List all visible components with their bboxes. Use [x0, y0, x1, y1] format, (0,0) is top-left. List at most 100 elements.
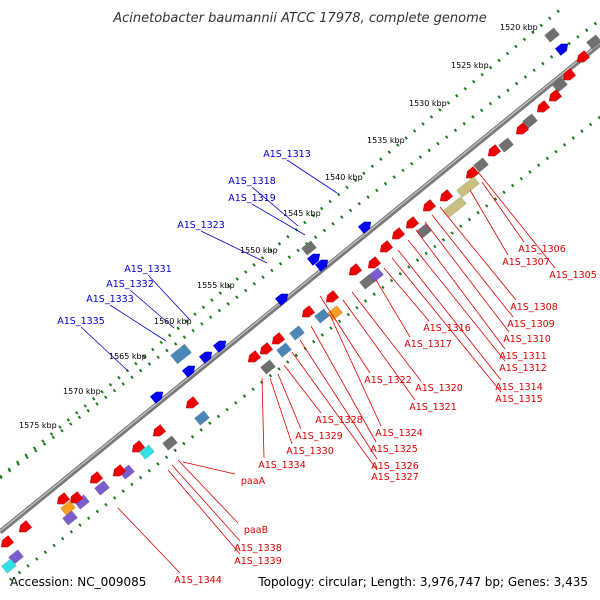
reverse-cds	[487, 144, 502, 157]
forward-gene-label: A1S_1335	[57, 316, 105, 327]
reverse-gene-label: A1S_1309	[507, 319, 555, 330]
reverse-cds	[548, 89, 563, 102]
reverse-leader-line	[351, 291, 422, 382]
reverse-cds-box	[473, 157, 489, 173]
forward-cds	[198, 351, 213, 364]
reverse-gene-label: A1S_1328	[315, 415, 363, 426]
reverse-cds-box	[74, 494, 90, 510]
reverse-cds	[69, 491, 84, 504]
forward-leader-line	[251, 186, 299, 227]
reverse-cds-box	[260, 359, 276, 375]
reverse-cds	[576, 50, 591, 63]
reverse-leader-line	[167, 469, 241, 555]
reverse-cds-box	[1, 558, 17, 574]
topology-text: Topology: circular; Length: 3,976,747 bp…	[257, 575, 588, 589]
reverse-cds	[0, 535, 15, 548]
reverse-cds	[367, 256, 382, 269]
reverse-cds-box	[359, 274, 375, 290]
forward-leader-line	[109, 304, 167, 342]
reverse-gene-label: A1S_1325	[370, 444, 418, 455]
reverse-gene-label: A1S_1339	[234, 556, 282, 567]
forward-gene-labels: A1S_1313 A1S_1318 A1S_1319 A1S_1323 A1S_1331…	[57, 149, 311, 327]
reverse-gene-label: A1S_1329	[295, 431, 343, 442]
reverse-leader-line	[469, 189, 509, 256]
reverse-gene-label: A1S_1322	[364, 375, 412, 386]
reverse-cds-box	[552, 77, 568, 93]
reverse-leader-line	[319, 295, 371, 374]
reverse-cds	[536, 100, 551, 113]
forward-leader-line	[129, 289, 175, 329]
reverse-gene-label: A1S_1316	[423, 323, 471, 334]
reverse-cds	[422, 199, 437, 212]
scale-label: 1560 kbp	[154, 317, 192, 326]
reverse-cds	[259, 342, 274, 355]
forward-gene-label: A1S_1318	[228, 176, 276, 187]
reverse-leader-line	[171, 464, 241, 542]
reverse-cds-box	[162, 435, 178, 451]
reverse-cds-box	[586, 34, 600, 50]
forward-cds	[357, 221, 372, 234]
forward-gray-cds	[301, 240, 317, 256]
reverse-leader-line	[391, 257, 502, 393]
label-leaders	[80, 159, 556, 574]
forward-cds	[274, 293, 289, 306]
reverse-cds-box	[289, 325, 305, 341]
forward-gene-label: A1S_1323	[177, 220, 225, 231]
ticks	[0, 6, 600, 582]
reverse-leader-line	[481, 181, 525, 243]
map-title: Acinetobacter baumannii ATCC 17978, comp…	[112, 11, 487, 26]
reverse-leader-line	[299, 339, 378, 460]
reverse-gene-label: A1S_1330	[286, 446, 334, 457]
scale-label: 1570 kbp	[63, 387, 101, 396]
forward-gene-label: A1S_1313	[263, 149, 311, 160]
reverse-cds	[112, 464, 127, 477]
reverse-cds-box	[522, 113, 538, 129]
reverse-gene-labels: A1S_1305 A1S_1306 A1S_1307 A1S_1308 A1S_1309…	[174, 244, 597, 586]
reverse-cds	[271, 332, 286, 345]
forward-leader-line	[251, 203, 306, 236]
scale-label: 1535 kbp	[367, 136, 405, 145]
reverse-cds-box	[416, 223, 432, 239]
accession-text: Accession: NC_009085	[10, 575, 146, 589]
forward-leader-line	[147, 274, 191, 321]
reverse-gene-label: A1S_1321	[409, 402, 457, 413]
forward-cds	[554, 43, 569, 56]
reverse-cds	[391, 227, 406, 240]
reverse-gene-label: A1S_1334	[258, 460, 306, 471]
reverse-gene-label: A1S_1311	[499, 351, 547, 362]
forward-gene-label: A1S_1319	[228, 193, 276, 204]
reverse-gene-label: A1S_1338	[234, 543, 282, 554]
reverse-cds	[515, 122, 530, 135]
reverse-cds	[56, 492, 71, 505]
reverse-gene-label: A1S_1324	[375, 428, 423, 439]
reverse-leader-line	[261, 377, 265, 459]
reverse-cds-box	[443, 196, 467, 218]
reverse-gene-label: paaB	[244, 525, 268, 536]
reverse-leader-line	[277, 373, 302, 430]
tick-ring-1	[0, 6, 563, 479]
forward-gene-label: A1S_1332	[106, 279, 154, 290]
reverse-leader-line	[342, 299, 416, 401]
reverse-cds-box	[327, 305, 343, 321]
reverse-gene-label: A1S_1305	[549, 270, 597, 281]
forward-steel-cds	[170, 343, 192, 365]
reverse-leader-line	[375, 279, 411, 338]
scale-label: 1565 kbp	[109, 352, 147, 361]
scale-label: 1520 kbp	[500, 23, 538, 32]
reverse-gene-label: A1S_1307	[502, 257, 550, 268]
reverse-cds	[405, 216, 420, 229]
reverse-cds	[185, 396, 200, 409]
reverse-leader-line	[269, 377, 293, 445]
reverse-cds	[348, 263, 363, 276]
reverse-cds-box	[498, 137, 514, 153]
forward-cds	[149, 391, 164, 404]
forward-cds	[314, 259, 329, 272]
reverse-cds-box	[139, 444, 155, 460]
reverse-cds	[89, 471, 104, 484]
reverse-leader-line	[477, 171, 556, 269]
reverse-gene-label: A1S_1310	[503, 334, 551, 345]
reverse-gene-label: A1S_1312	[499, 363, 547, 374]
reverse-leader-line	[291, 351, 378, 471]
scale-label: 1555 kbp	[197, 281, 235, 290]
